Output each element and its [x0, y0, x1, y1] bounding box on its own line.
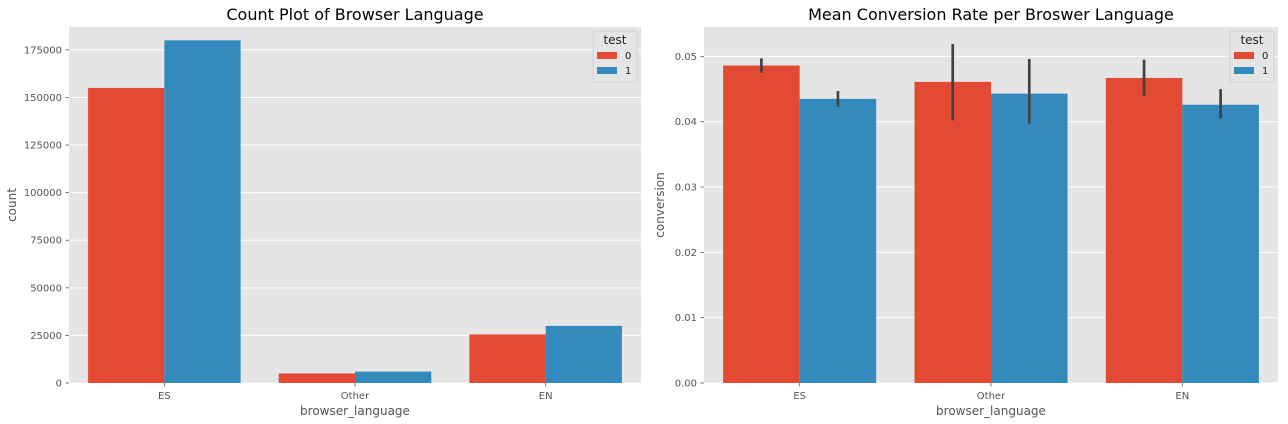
y-tick-label: 75000	[30, 236, 62, 247]
x-tick-label: EN	[1175, 391, 1189, 402]
y-tick-label: 175000	[24, 45, 62, 56]
chart-title: Mean Conversion Rate per Broswer Languag…	[808, 5, 1174, 24]
legend-title: test	[1240, 33, 1263, 47]
legend-swatch-1	[597, 67, 617, 74]
legend: test 0 1	[1229, 30, 1275, 83]
bar-en-series-1	[1182, 104, 1259, 383]
legend-swatch-1	[1234, 67, 1254, 74]
y-tick-label: 0.04	[675, 117, 697, 128]
y-tick-label: 0.02	[675, 248, 697, 259]
y-tick-label: 25000	[30, 331, 62, 342]
y-tick-label: 0.01	[675, 313, 697, 324]
x-tick-label: EN	[539, 391, 553, 402]
y-tick-label: 0.05	[675, 52, 697, 63]
bar-other-series-0	[278, 373, 355, 383]
x-axis-label: browser_language	[300, 404, 410, 418]
bar-es-series-1	[799, 98, 877, 383]
y-tick-label: 0	[56, 379, 62, 390]
legend-swatch-0	[1234, 52, 1254, 59]
y-axis-label: conversion	[653, 172, 667, 238]
bar-es-series-0	[723, 65, 800, 383]
legend-label-0: 0	[1262, 51, 1268, 62]
legend-label-0: 0	[625, 51, 631, 62]
legend-label-1: 1	[625, 66, 631, 77]
bar-other-series-0	[914, 81, 991, 384]
y-tick-label: 0.00	[675, 379, 697, 390]
bar-es-series-1	[164, 40, 241, 383]
legend-label-1: 1	[1262, 66, 1268, 77]
y-tick-label: 125000	[24, 141, 62, 152]
x-axis-label: browser_language	[936, 404, 1046, 418]
y-tick-label: 0.03	[675, 183, 697, 194]
y-axis-label: count	[5, 188, 19, 222]
bar-en-series-0	[1105, 77, 1183, 383]
bar-en-series-0	[469, 334, 546, 383]
x-tick-label: ES	[793, 391, 806, 402]
bar-other-series-1	[355, 371, 432, 383]
bar-es-series-0	[88, 87, 165, 383]
x-tick-label: Other	[341, 391, 370, 402]
y-tick-label: 50000	[30, 283, 62, 294]
bar-other-series-1	[991, 93, 1068, 383]
legend: test 0 1	[592, 30, 638, 83]
conversion-plot-panel: 0.00 0.01 0.02 0.03 0.04 0.05 ES Other EN Mean Co…	[653, 5, 1278, 418]
legend-swatch-0	[597, 52, 617, 59]
count-plot-panel: 0 25000 50000 75000 100000 125000 150000 175000…	[5, 5, 641, 418]
y-tick-label: 150000	[24, 93, 62, 104]
chart-title: Count Plot of Browser Language	[226, 5, 483, 24]
legend-title: test	[603, 33, 626, 47]
y-tick-label: 100000	[24, 188, 62, 199]
x-tick-label: ES	[158, 391, 171, 402]
x-tick-label: Other	[977, 391, 1006, 402]
bar-en-series-1	[545, 325, 622, 383]
